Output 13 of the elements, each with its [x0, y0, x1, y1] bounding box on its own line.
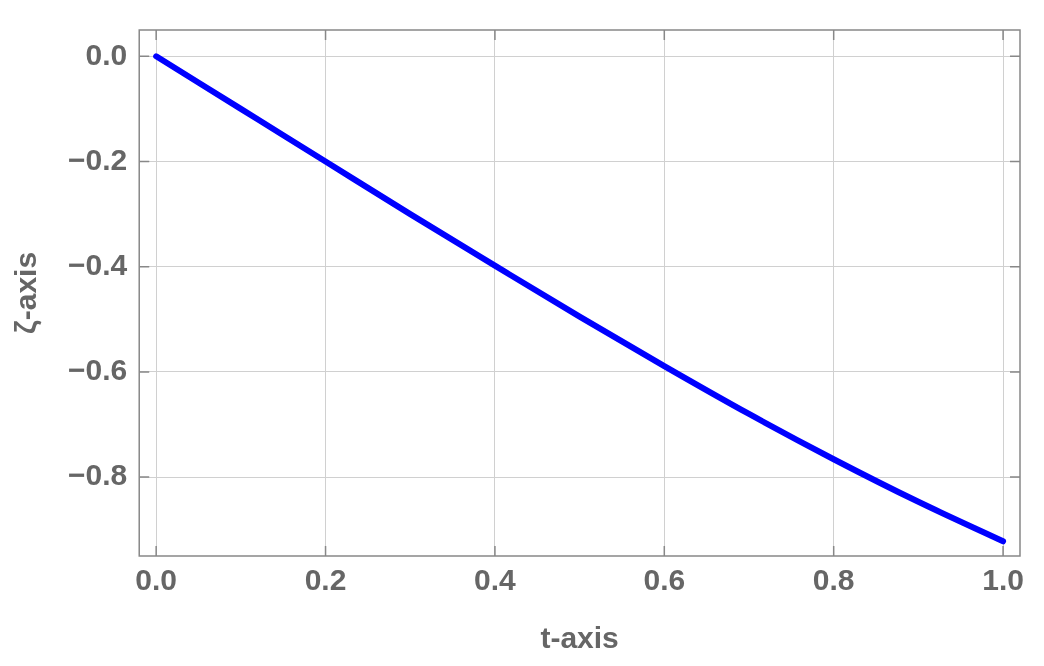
- x-axis-title: t‐axis: [540, 621, 619, 655]
- x-tick-label: 0.6: [643, 563, 686, 597]
- x-tick-label: 1.0: [982, 563, 1024, 597]
- y-axis-title: ζ‐axis: [9, 251, 43, 335]
- y-tick-label: −0.2: [67, 142, 128, 176]
- x-tick-label: 0.2: [304, 563, 347, 597]
- y-tick-label: −0.4: [67, 247, 128, 281]
- y-tick-label: 0.0: [85, 37, 128, 71]
- x-tick-label: 0.4: [474, 563, 517, 597]
- y-tick-label: −0.8: [67, 458, 128, 492]
- x-tick-label: 0.0: [135, 563, 178, 597]
- y-tick-label: −0.6: [67, 353, 128, 387]
- x-tick-label: 0.8: [812, 563, 855, 597]
